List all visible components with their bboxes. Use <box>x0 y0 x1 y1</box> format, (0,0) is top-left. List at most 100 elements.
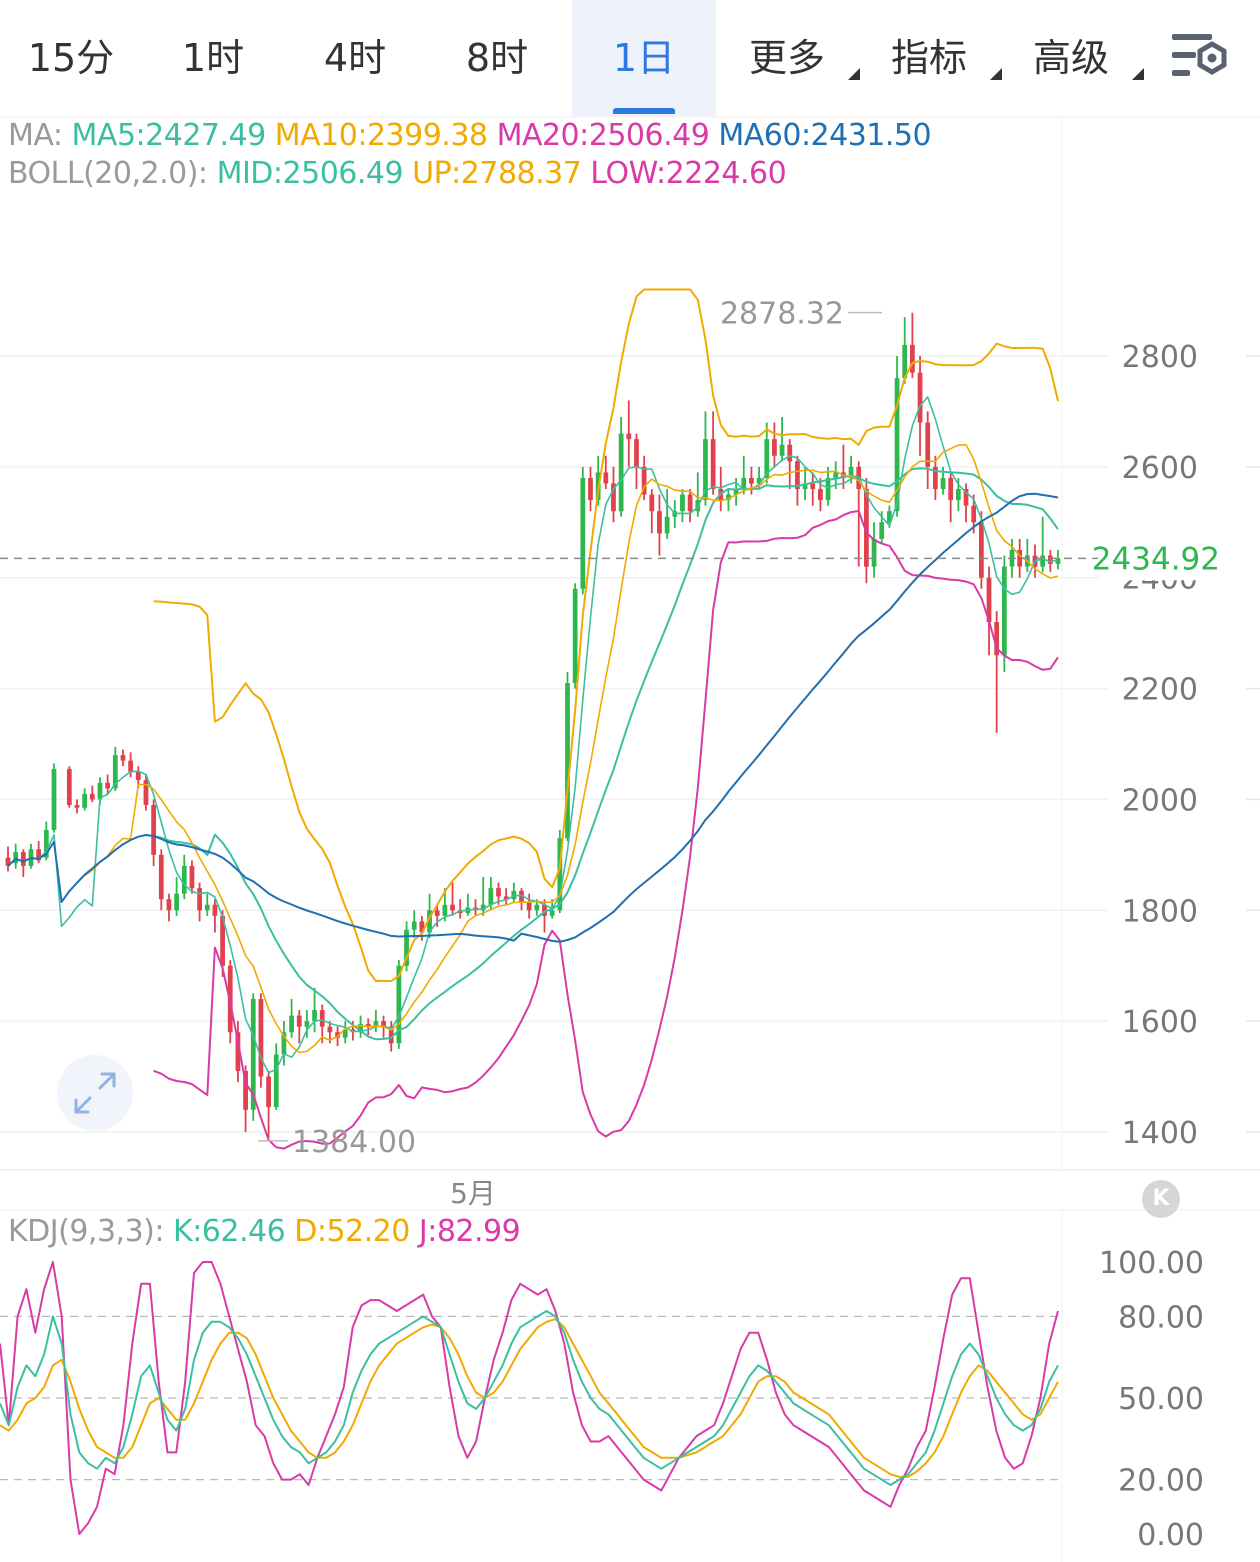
candle-body <box>603 472 609 484</box>
candle-body <box>13 852 19 864</box>
candle-body <box>940 477 946 490</box>
boll-upper-line <box>153 288 1059 983</box>
candle-body <box>825 477 831 501</box>
candle-body <box>220 915 225 966</box>
boll-up-value: UP:2788.37 <box>412 156 582 191</box>
candle-body <box>680 494 685 512</box>
candle-body <box>848 466 854 478</box>
expand-icon[interactable] <box>56 1054 134 1132</box>
candle-body <box>910 344 915 373</box>
candle-body <box>971 505 977 523</box>
tab-label: 8时 <box>465 36 529 80</box>
candle-body <box>212 904 218 916</box>
candle-body <box>296 1015 302 1027</box>
tab-label: 高级 <box>1032 36 1109 80</box>
candle-body <box>166 899 172 911</box>
candle-body <box>373 1021 379 1027</box>
kdj-d-line <box>0 1318 1059 1478</box>
candle-body <box>871 538 877 567</box>
last-price-tag <box>1100 536 1260 581</box>
candle-body <box>641 466 647 495</box>
tab-3[interactable]: 4时 <box>284 0 426 116</box>
price-tick-label: 1400 <box>1122 1116 1198 1151</box>
candle-body <box>358 1023 363 1033</box>
ma60-value: MA60:2431.50 <box>718 118 932 153</box>
candle-body <box>634 439 639 467</box>
candle-body <box>304 1021 310 1027</box>
kdj-tick-label: 100.00 <box>1099 1246 1204 1281</box>
candle-body <box>319 1010 325 1027</box>
candle-body <box>818 489 823 501</box>
candle-body <box>181 865 187 894</box>
candle-body <box>588 477 593 501</box>
candle-body <box>427 910 432 933</box>
tab-6[interactable]: 更多 <box>716 0 860 116</box>
tab-4[interactable]: 8时 <box>426 0 568 116</box>
candle-body <box>396 965 402 1044</box>
tab-1[interactable]: 15分 <box>0 0 142 116</box>
candle-body <box>787 444 793 462</box>
month-label: 5月 <box>450 1177 496 1210</box>
tab-label: 4时 <box>323 36 387 80</box>
boll-low-value: LOW:2224.60 <box>590 156 787 191</box>
candle-body <box>258 998 264 1077</box>
ma10-line <box>76 443 1059 1054</box>
candle-body <box>66 768 72 805</box>
kdj-tick-label: 50.00 <box>1118 1382 1204 1417</box>
candle-body <box>174 893 179 911</box>
tab-2[interactable]: 1时 <box>142 0 284 116</box>
candle-body <box>74 804 80 808</box>
candle-body <box>565 683 570 839</box>
candle-body <box>756 477 762 484</box>
candle-body <box>404 929 409 966</box>
price-tick-label: 1800 <box>1122 894 1198 929</box>
candle-body <box>388 1026 394 1044</box>
candle-body <box>281 1032 287 1055</box>
candle-body <box>687 494 693 512</box>
candle-body <box>335 1032 340 1038</box>
boll-lower-line <box>153 510 1059 1150</box>
candle-body <box>534 904 540 911</box>
candle-body <box>112 755 118 789</box>
candle-body <box>549 910 555 916</box>
candle-body <box>526 901 532 911</box>
kdj-d-value: D:52.20 <box>294 1214 410 1249</box>
candle-body <box>250 998 256 1110</box>
candle-body <box>986 577 992 623</box>
candle-body <box>503 896 509 900</box>
candle-body <box>158 854 164 900</box>
timeframe-tabbar: 15分 1时 4时 8时 1日 更多 指标 高级 <box>0 0 1260 116</box>
candle-body <box>572 588 578 684</box>
candle-body <box>97 782 103 800</box>
candle-body <box>955 489 961 501</box>
ma5-value: MA5:2427.49 <box>71 118 267 153</box>
candle-body <box>772 439 777 456</box>
kdj-tick-label: 0.00 <box>1137 1518 1204 1553</box>
chart-settings-icon[interactable] <box>1168 30 1230 84</box>
candle-body <box>833 472 839 478</box>
kdj-j-line <box>0 1261 1059 1535</box>
ma-legend: MA: MA5:2427.49 MA10:2399.38 MA20:2506.4… <box>8 118 932 153</box>
kdj-tick-label: 20.00 <box>1118 1464 1204 1499</box>
high-price-marker: 2878.32 <box>720 297 844 332</box>
candle-body <box>764 439 770 478</box>
tab-8[interactable]: 高级 <box>1000 0 1144 116</box>
tab-5[interactable]: 1日 <box>572 0 716 116</box>
price-tick-label: 2200 <box>1122 673 1198 708</box>
candle-body <box>1001 566 1007 656</box>
kdj-k-line <box>0 1310 1059 1486</box>
candle-body <box>795 461 800 490</box>
kdj-tick-label: 80.00 <box>1118 1300 1204 1335</box>
candle-body <box>703 439 708 501</box>
candle-body <box>20 852 26 866</box>
candle-body <box>243 1071 248 1110</box>
price-tick-label: 2800 <box>1122 340 1198 375</box>
ma5-line <box>38 396 1059 1074</box>
price-tick-label: 1600 <box>1122 1005 1198 1040</box>
candle-body <box>1047 555 1053 564</box>
collapse-kline-icon[interactable]: K <box>1142 1180 1180 1218</box>
tab-7[interactable]: 指标 <box>858 0 1002 116</box>
tab-label: 1时 <box>181 36 245 80</box>
candle-body <box>664 516 670 534</box>
